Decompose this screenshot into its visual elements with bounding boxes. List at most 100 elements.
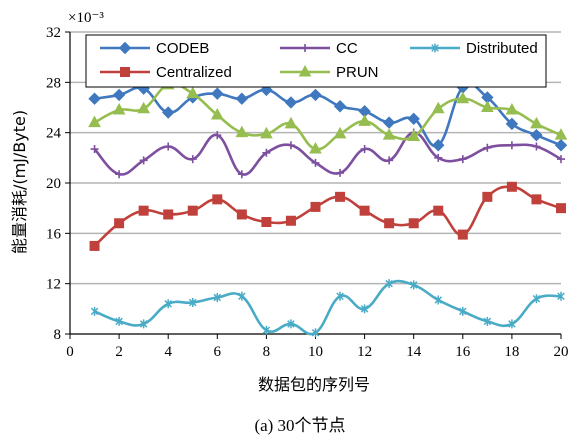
point-centralized-14 [408, 218, 419, 229]
legend-item-centralized: Centralized [100, 64, 232, 81]
axes [65, 31, 562, 339]
point-distributed-4 [164, 299, 172, 309]
x-tick-label-18: 18 [504, 344, 519, 360]
point-distributed-7 [238, 291, 246, 301]
point-cc-15 [434, 153, 443, 162]
y-tick-label-8: 8 [54, 327, 62, 343]
point-prun-5 [186, 86, 200, 99]
figure-caption: (a) 30个节点 [254, 416, 345, 435]
point-distributed-20 [557, 291, 565, 301]
series-line-cc [93, 131, 562, 176]
point-distributed-6 [213, 293, 222, 303]
x-tick-label-20: 20 [554, 344, 569, 360]
point-centralized-10 [310, 201, 321, 212]
series-group [88, 77, 568, 338]
point-distributed-13 [385, 279, 393, 289]
point-cc-12 [360, 145, 369, 154]
point-cc-4 [164, 142, 173, 151]
legend-label-cc: CC [336, 40, 358, 57]
point-centralized-5 [187, 205, 198, 216]
x-axis-title: 数据包的序列号 [258, 375, 370, 394]
point-prun-18 [505, 102, 519, 115]
point-centralized-18 [506, 181, 517, 192]
point-codeb-15 [432, 139, 445, 152]
point-distributed-17 [483, 316, 492, 326]
series-line-distributed [94, 279, 562, 336]
point-prun-14 [407, 129, 421, 141]
legend-item-prun: PRUN [280, 64, 379, 81]
point-codeb-19 [530, 128, 543, 142]
point-cc-7 [237, 170, 246, 179]
point-distributed-16 [459, 306, 467, 316]
point-codeb-20 [554, 139, 568, 152]
point-prun-13 [382, 128, 396, 140]
point-prun-10 [309, 141, 322, 154]
point-prun-17 [481, 100, 494, 112]
x-tick-label-2: 2 [115, 344, 123, 360]
point-centralized-11 [335, 191, 346, 202]
legend-item-codeb: CODEB [100, 40, 209, 57]
legend-label-distributed: Distributed [466, 40, 538, 57]
point-distributed-14 [409, 280, 418, 290]
point-distributed-10 [311, 328, 320, 338]
x-tick-label-0: 0 [66, 344, 74, 360]
point-prun-15 [431, 101, 445, 114]
x-tick-label-4: 4 [164, 344, 172, 360]
point-centralized-9 [285, 215, 296, 226]
point-codeb-1 [88, 92, 101, 105]
x-tick-label-8: 8 [263, 344, 271, 360]
point-prun-8 [260, 126, 273, 139]
point-prun-12 [358, 114, 371, 126]
point-distributed-9 [287, 319, 295, 329]
point-centralized-3 [138, 205, 149, 216]
legend-label-codeb: CODEB [156, 40, 209, 57]
point-codeb-14 [407, 112, 420, 126]
point-distributed-3 [139, 319, 148, 329]
x-tick-label-6: 6 [214, 344, 222, 360]
point-codeb-13 [382, 116, 396, 129]
point-cc-11 [336, 168, 345, 177]
legend: CODEB CC Distributed Centralized PRUN [85, 34, 547, 88]
point-prun-3 [137, 101, 150, 114]
point-codeb-9 [284, 96, 298, 109]
point-prun-11 [333, 126, 347, 139]
x-tick-label-16: 16 [455, 344, 471, 360]
point-centralized-16 [457, 229, 468, 240]
y-tick-label-28: 28 [46, 75, 61, 91]
y-tick-label-24: 24 [46, 126, 62, 142]
x-tick-label-14: 14 [406, 344, 422, 360]
legend-marker-cc [301, 44, 309, 52]
point-distributed-11 [336, 291, 344, 301]
legend-item-distributed: Distributed [410, 40, 538, 57]
series-line-prun [93, 82, 562, 151]
point-distributed-19 [532, 294, 541, 304]
y-scale-label: ×10⁻³ [68, 10, 104, 26]
series-centralized [89, 181, 566, 251]
y-tick-label-20: 20 [46, 176, 61, 192]
point-distributed-1 [90, 306, 99, 316]
point-centralized-17 [482, 191, 493, 202]
point-cc-9 [286, 141, 295, 150]
point-codeb-6 [211, 87, 224, 100]
point-cc-16 [458, 155, 467, 164]
point-cc-2 [115, 170, 124, 179]
point-centralized-4 [163, 209, 174, 220]
legend-marker-centralized [120, 67, 130, 77]
point-cc-13 [385, 156, 394, 165]
y-tick-label-32: 32 [46, 25, 61, 41]
y-tick-label-12: 12 [46, 277, 61, 293]
series-distributed [90, 279, 565, 338]
x-tick-label-12: 12 [357, 344, 372, 360]
point-codeb-7 [235, 92, 249, 105]
y-tick-labels: 8 12 16 20 24 28 32 [46, 25, 62, 343]
point-prun-6 [210, 108, 224, 120]
x-tick-labels: 0 2 4 6 8 10 12 14 16 18 20 [66, 344, 568, 360]
point-distributed-15 [434, 295, 443, 305]
legend-item-cc: CC [280, 40, 358, 57]
series-prun [88, 77, 568, 154]
point-centralized-2 [114, 218, 125, 229]
y-axis-title: 能量消耗/(mJ/Byte) [10, 110, 29, 254]
point-cc-10 [311, 158, 320, 167]
point-centralized-7 [236, 209, 247, 220]
